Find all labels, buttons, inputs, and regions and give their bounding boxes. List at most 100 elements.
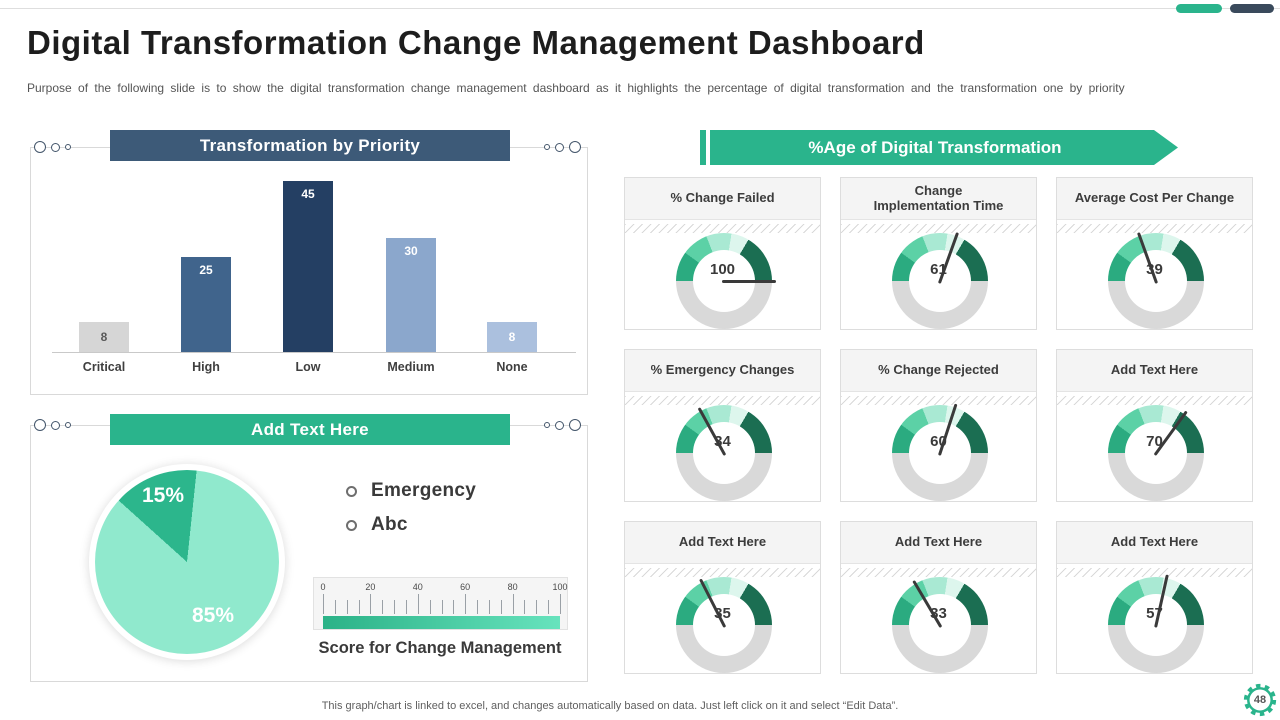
ruler-tick: [548, 600, 550, 614]
ruler-tick: [370, 594, 372, 614]
legend-item: Abc: [346, 514, 408, 536]
ruler-tick: [334, 600, 336, 614]
legend-item: Emergency: [346, 480, 476, 502]
bar-value-label: 8: [508, 330, 516, 344]
dot-icon: [34, 141, 46, 153]
ruler-tick: [394, 600, 396, 614]
pie-slice-label: 15%: [142, 484, 185, 507]
pie-slice-label: 85%: [192, 604, 235, 627]
gauge-value: 61: [930, 261, 947, 278]
ruler-tick: [417, 594, 419, 614]
page-title: Digital Transformation Change Management…: [27, 24, 925, 61]
bar: [79, 322, 129, 352]
bar-category-label: Critical: [82, 360, 126, 374]
ruler-tick: [346, 600, 348, 614]
kpi-header-stripe: [700, 130, 706, 165]
ruler-tick-label: 80: [507, 582, 518, 592]
ruler-tick: [500, 600, 502, 614]
ruler-tick: [536, 600, 538, 614]
ruler-tick: [441, 600, 443, 614]
kpi-card: % Change Rejected 60: [840, 349, 1037, 502]
top-divider: [0, 8, 1280, 9]
footer-note: This graph/chart is linked to excel, and…: [321, 700, 899, 712]
kpi-card-title: % Emergency Changes: [625, 350, 820, 392]
kpi-card-title: % Change Failed: [625, 178, 820, 220]
ruler-tick-label: 40: [412, 582, 423, 592]
accent-pill-teal: [1176, 4, 1222, 13]
legend-bullet-icon: [346, 485, 357, 497]
hatch-divider: [625, 224, 820, 233]
kpi-card-title: Add Text Here: [841, 522, 1036, 564]
bar-value-label: 8: [100, 330, 108, 344]
gauge-value: 57: [1146, 605, 1163, 622]
ruler-tick: [560, 594, 561, 614]
dot-icon: [51, 142, 60, 152]
kpi-card-title: Add Text Here: [1057, 350, 1252, 392]
legend-label: Abc: [371, 514, 408, 535]
bar-category-label: None: [496, 360, 528, 374]
bar-value-label: 45: [301, 187, 315, 201]
accent-pill-dark: [1230, 4, 1274, 13]
ruler-tick: [405, 600, 407, 614]
kpi-card-title: % Change Rejected: [841, 350, 1036, 392]
ruler-tick-label: 100: [552, 582, 568, 592]
bar-category-label: High: [192, 360, 220, 374]
bar: [386, 238, 436, 352]
bar-chart-axis: [52, 352, 576, 353]
bar-category-label: Medium: [387, 360, 435, 374]
corner-dots-icon: [34, 419, 71, 431]
kpi-card: % Change Failed 100: [624, 177, 821, 330]
ruler-tick: [512, 594, 514, 614]
hatch-divider: [841, 396, 1036, 405]
kpi-card: Add Text Here 35: [624, 521, 821, 674]
dot-icon: [51, 420, 60, 430]
score-gauge: 0 20 40 60 80 100: [313, 577, 568, 630]
dot-icon: [544, 144, 550, 150]
score-gauge-caption: Score for Change Management: [318, 639, 562, 657]
hatch-divider: [625, 568, 820, 577]
kpi-card: Add Text Here 70: [1056, 349, 1253, 502]
dot-icon: [544, 422, 550, 428]
ruler-tick: [323, 594, 324, 614]
score-gauge-bar: [323, 616, 560, 629]
ruler-tick: [524, 600, 526, 614]
pie-banner: Add Text Here: [110, 414, 510, 445]
legend-label: Emergency: [371, 480, 477, 501]
ruler-tick-label: 60: [460, 582, 471, 592]
kpi-card: % Emergency Changes 34: [624, 349, 821, 502]
hatch-divider: [625, 396, 820, 405]
dot-icon: [65, 144, 71, 150]
bar-value-label: 25: [199, 263, 213, 277]
dot-icon: [569, 419, 581, 431]
hatch-divider: [1057, 568, 1252, 577]
hatch-divider: [841, 224, 1036, 233]
gauge-value: 70: [1146, 433, 1163, 450]
bar-chart-banner: Transformation by Priority: [110, 130, 510, 161]
kpi-card: Change Implementation Time 61: [840, 177, 1037, 330]
page-subtitle: Purpose of the following slide is to sho…: [27, 81, 1125, 95]
gauge-needle: [721, 279, 776, 283]
dot-icon: [65, 422, 71, 428]
slide-number-badge: 48: [1241, 681, 1279, 719]
kpi-card-title: Average Cost Per Change: [1057, 178, 1252, 220]
corner-dots-icon: [34, 141, 71, 153]
corner-dots-icon: [544, 419, 581, 431]
ruler-tick: [358, 600, 360, 614]
kpi-card-title: Add Text Here: [1057, 522, 1252, 564]
bar: [181, 257, 231, 352]
hatch-divider: [1057, 396, 1252, 405]
kpi-card-title: Add Text Here: [625, 522, 820, 564]
ruler-tick: [382, 600, 384, 614]
ruler-tick: [453, 600, 455, 614]
kpi-header-banner: %Age of Digital Transformation: [710, 130, 1178, 165]
bar: [283, 181, 333, 352]
dot-icon: [34, 419, 46, 431]
kpi-card-title: Change Implementation Time: [841, 178, 1036, 220]
dot-icon: [555, 142, 564, 152]
bar-value-label: 30: [404, 244, 418, 258]
kpi-card: Add Text Here 33: [840, 521, 1037, 674]
ruler-tick: [477, 600, 479, 614]
hatch-divider: [1057, 224, 1252, 233]
gauge-value: 60: [930, 433, 947, 450]
